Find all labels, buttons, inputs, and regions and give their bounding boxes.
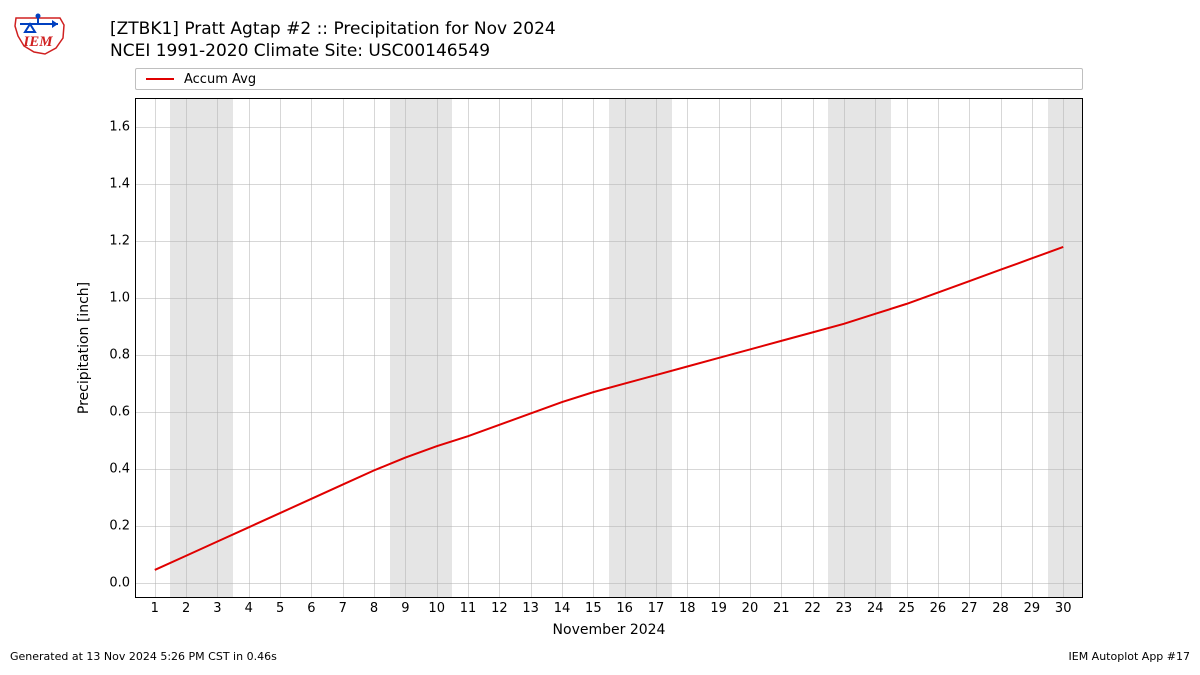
xtick-label: 5 — [276, 601, 284, 616]
footer-generated: Generated at 13 Nov 2024 5:26 PM CST in … — [10, 650, 277, 663]
xtick-label: 22 — [804, 601, 821, 616]
chart-legend: Accum Avg — [135, 68, 1083, 90]
xtick-label: 9 — [401, 601, 409, 616]
ytick-label: 1.4 — [109, 177, 130, 192]
ytick-label: 0.0 — [109, 575, 130, 590]
xtick-label: 2 — [182, 601, 190, 616]
ytick-label: 0.8 — [109, 348, 130, 363]
chart-title: [ZTBK1] Pratt Agtap #2 :: Precipitation … — [110, 18, 556, 62]
xtick-label: 8 — [370, 601, 378, 616]
xtick-label: 13 — [522, 601, 539, 616]
xtick-label: 11 — [460, 601, 477, 616]
title-line-2: NCEI 1991-2020 Climate Site: USC00146549 — [110, 40, 556, 62]
xtick-label: 6 — [307, 601, 315, 616]
xtick-label: 14 — [554, 601, 571, 616]
ytick-label: 0.4 — [109, 461, 130, 476]
xtick-label: 16 — [616, 601, 633, 616]
xtick-label: 30 — [1055, 601, 1072, 616]
xtick-label: 26 — [930, 601, 947, 616]
xtick-label: 28 — [992, 601, 1009, 616]
svg-text:IEM: IEM — [22, 34, 53, 50]
ytick-label: 0.2 — [109, 518, 130, 533]
y-axis-label: Precipitation [inch] — [76, 282, 92, 414]
xtick-label: 23 — [836, 601, 853, 616]
data-line-svg — [136, 99, 1082, 597]
ytick-label: 1.2 — [109, 234, 130, 249]
xtick-label: 10 — [428, 601, 445, 616]
legend-label: Accum Avg — [184, 72, 256, 87]
xtick-label: 25 — [898, 601, 915, 616]
ytick-label: 1.6 — [109, 120, 130, 135]
ytick-label: 1.0 — [109, 291, 130, 306]
xtick-label: 7 — [339, 601, 347, 616]
xtick-label: 3 — [213, 601, 221, 616]
xtick-label: 17 — [648, 601, 665, 616]
ytick-label: 0.6 — [109, 405, 130, 420]
xtick-label: 19 — [710, 601, 727, 616]
xtick-label: 20 — [742, 601, 759, 616]
xtick-label: 1 — [151, 601, 159, 616]
xtick-label: 29 — [1024, 601, 1041, 616]
xtick-label: 4 — [245, 601, 253, 616]
xtick-label: 15 — [585, 601, 602, 616]
xtick-label: 12 — [491, 601, 508, 616]
footer-app: IEM Autoplot App #17 — [1069, 650, 1191, 663]
series-line — [155, 247, 1063, 570]
x-axis-label: November 2024 — [553, 622, 666, 638]
legend-swatch — [146, 78, 174, 80]
xtick-label: 27 — [961, 601, 978, 616]
iem-logo: IEM — [10, 10, 70, 62]
title-line-1: [ZTBK1] Pratt Agtap #2 :: Precipitation … — [110, 18, 556, 40]
xtick-label: 24 — [867, 601, 884, 616]
plot-area: 0.00.20.40.60.81.01.21.41.61234567891011… — [135, 98, 1083, 598]
xtick-label: 18 — [679, 601, 696, 616]
xtick-label: 21 — [773, 601, 790, 616]
